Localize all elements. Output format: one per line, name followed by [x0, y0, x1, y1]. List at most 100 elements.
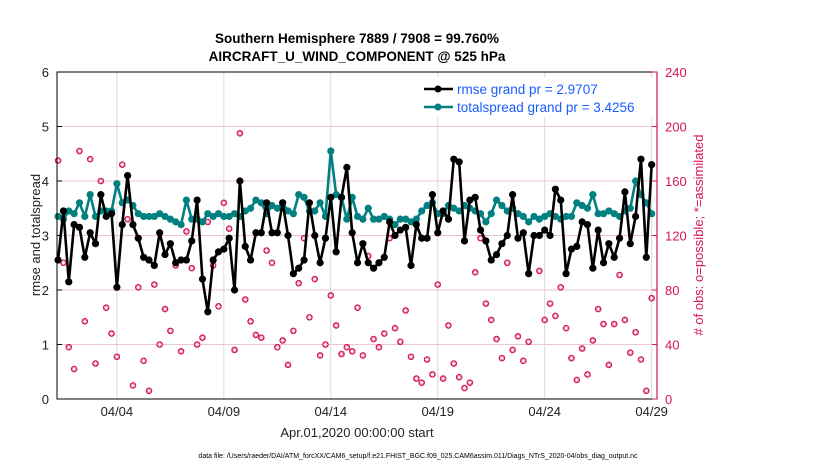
obs-assimilated-marker: [339, 351, 344, 357]
obs-count-point: [263, 247, 270, 254]
obs-assimilated-marker: [435, 282, 440, 287]
rmse-point: [327, 193, 335, 201]
obs-count-point: [584, 371, 591, 378]
obs-assimilated-marker: [216, 304, 221, 309]
obs-count-point: [145, 387, 153, 395]
rmse-point: [621, 188, 629, 196]
obs-count-point: [338, 350, 345, 358]
legend-spread-marker: [434, 103, 442, 111]
obs-assimilated-marker: [114, 354, 120, 359]
rmse-point: [402, 223, 410, 231]
obs-count-point: [418, 379, 426, 386]
spread-point: [166, 215, 174, 223]
spread-point: [268, 201, 276, 210]
rmse-point: [557, 196, 565, 204]
rmse-point: [605, 240, 613, 248]
obs-count-point: [471, 268, 479, 276]
obs-assimilated-marker: [494, 336, 499, 342]
obs-assimilated-marker: [456, 375, 462, 380]
obs-count-point: [573, 376, 581, 384]
obs-count-point: [477, 234, 484, 242]
spread-point: [412, 215, 420, 223]
obs-count-point: [247, 318, 254, 325]
obs-assimilated-marker: [371, 336, 376, 342]
spread-point: [300, 193, 308, 201]
obs-assimilated-marker: [526, 339, 531, 344]
rmse-point: [386, 218, 394, 226]
obs-assimilated-marker: [66, 345, 71, 350]
obs-assimilated-marker: [157, 342, 162, 347]
spread-point: [316, 199, 324, 207]
obs-count-point: [129, 382, 137, 389]
obs-assimilated-marker: [558, 285, 563, 290]
obs-assimilated-marker: [71, 366, 77, 372]
rmse-point: [305, 199, 314, 207]
legend-spread-label: totalspread grand pr = 3.4256: [457, 100, 635, 115]
rmse-point: [541, 226, 549, 234]
obs-assimilated-marker: [563, 325, 569, 331]
obs-count-point: [380, 330, 388, 337]
rmse-point: [316, 259, 324, 267]
obs-assimilated-marker: [296, 280, 301, 286]
obs-assimilated-marker: [323, 342, 328, 347]
obs-count-point: [407, 353, 415, 361]
spread-point: [75, 199, 84, 207]
obs-assimilated-marker: [312, 276, 317, 282]
obs-assimilated-marker: [376, 345, 382, 350]
rmse-point: [573, 242, 581, 250]
rmse-point: [311, 231, 319, 240]
rmse-point: [332, 248, 340, 256]
rmse-point: [439, 207, 447, 215]
rmse-point: [348, 229, 356, 237]
spread-point: [252, 196, 260, 204]
rmse-point: [498, 240, 506, 248]
obs-assimilated-marker: [136, 285, 141, 290]
spread-point: [396, 215, 404, 223]
obs-assimilated-marker: [478, 236, 483, 241]
obs-count-point: [177, 348, 185, 355]
spread-point: [632, 177, 640, 185]
spread-point: [284, 207, 292, 215]
obs-count-point: [482, 300, 490, 307]
obs-count-point: [257, 334, 265, 341]
obs-count-point: [632, 328, 639, 336]
rmse-point: [343, 163, 351, 171]
rmse-point: [182, 256, 191, 264]
spread-point: [519, 212, 527, 221]
rmse-point: [113, 283, 121, 291]
y2-tick-label: 120: [665, 229, 687, 244]
rmse-point: [246, 256, 255, 264]
obs-assimilated-marker: [178, 349, 184, 354]
rmse-point: [637, 155, 645, 163]
obs-assimilated-marker: [93, 361, 98, 366]
spread-point: [150, 212, 158, 221]
obs-assimilated-marker: [120, 162, 125, 167]
obs-assimilated-marker: [612, 321, 617, 327]
rmse-point: [594, 226, 602, 234]
rmse-point: [145, 256, 153, 264]
obs-assimilated-marker: [601, 321, 606, 327]
obs-assimilated-marker: [344, 345, 350, 350]
obs-assimilated-marker: [349, 349, 355, 354]
spread-point: [311, 207, 319, 215]
rmse-point: [369, 264, 378, 272]
obs-assimilated-marker: [243, 297, 248, 302]
obs-count-point: [643, 387, 650, 395]
obs-assimilated-marker: [360, 353, 366, 358]
obs-assimilated-marker: [398, 339, 403, 344]
rmse-point: [407, 261, 415, 270]
rmse-point: [375, 259, 383, 267]
spread-point: [327, 147, 335, 155]
obs-assimilated-marker: [419, 380, 424, 385]
obs-assimilated-marker: [98, 178, 104, 184]
rmse-point: [551, 185, 559, 193]
obs-assimilated-marker: [317, 353, 323, 358]
obs-count-point: [70, 365, 78, 373]
rmse-point: [509, 191, 517, 199]
obs-assimilated-marker: [499, 355, 505, 361]
obs-count-point: [332, 322, 340, 329]
y-tick-label: 5: [42, 120, 49, 135]
obs-assimilated-marker: [446, 323, 451, 328]
rmse-point: [81, 253, 89, 261]
